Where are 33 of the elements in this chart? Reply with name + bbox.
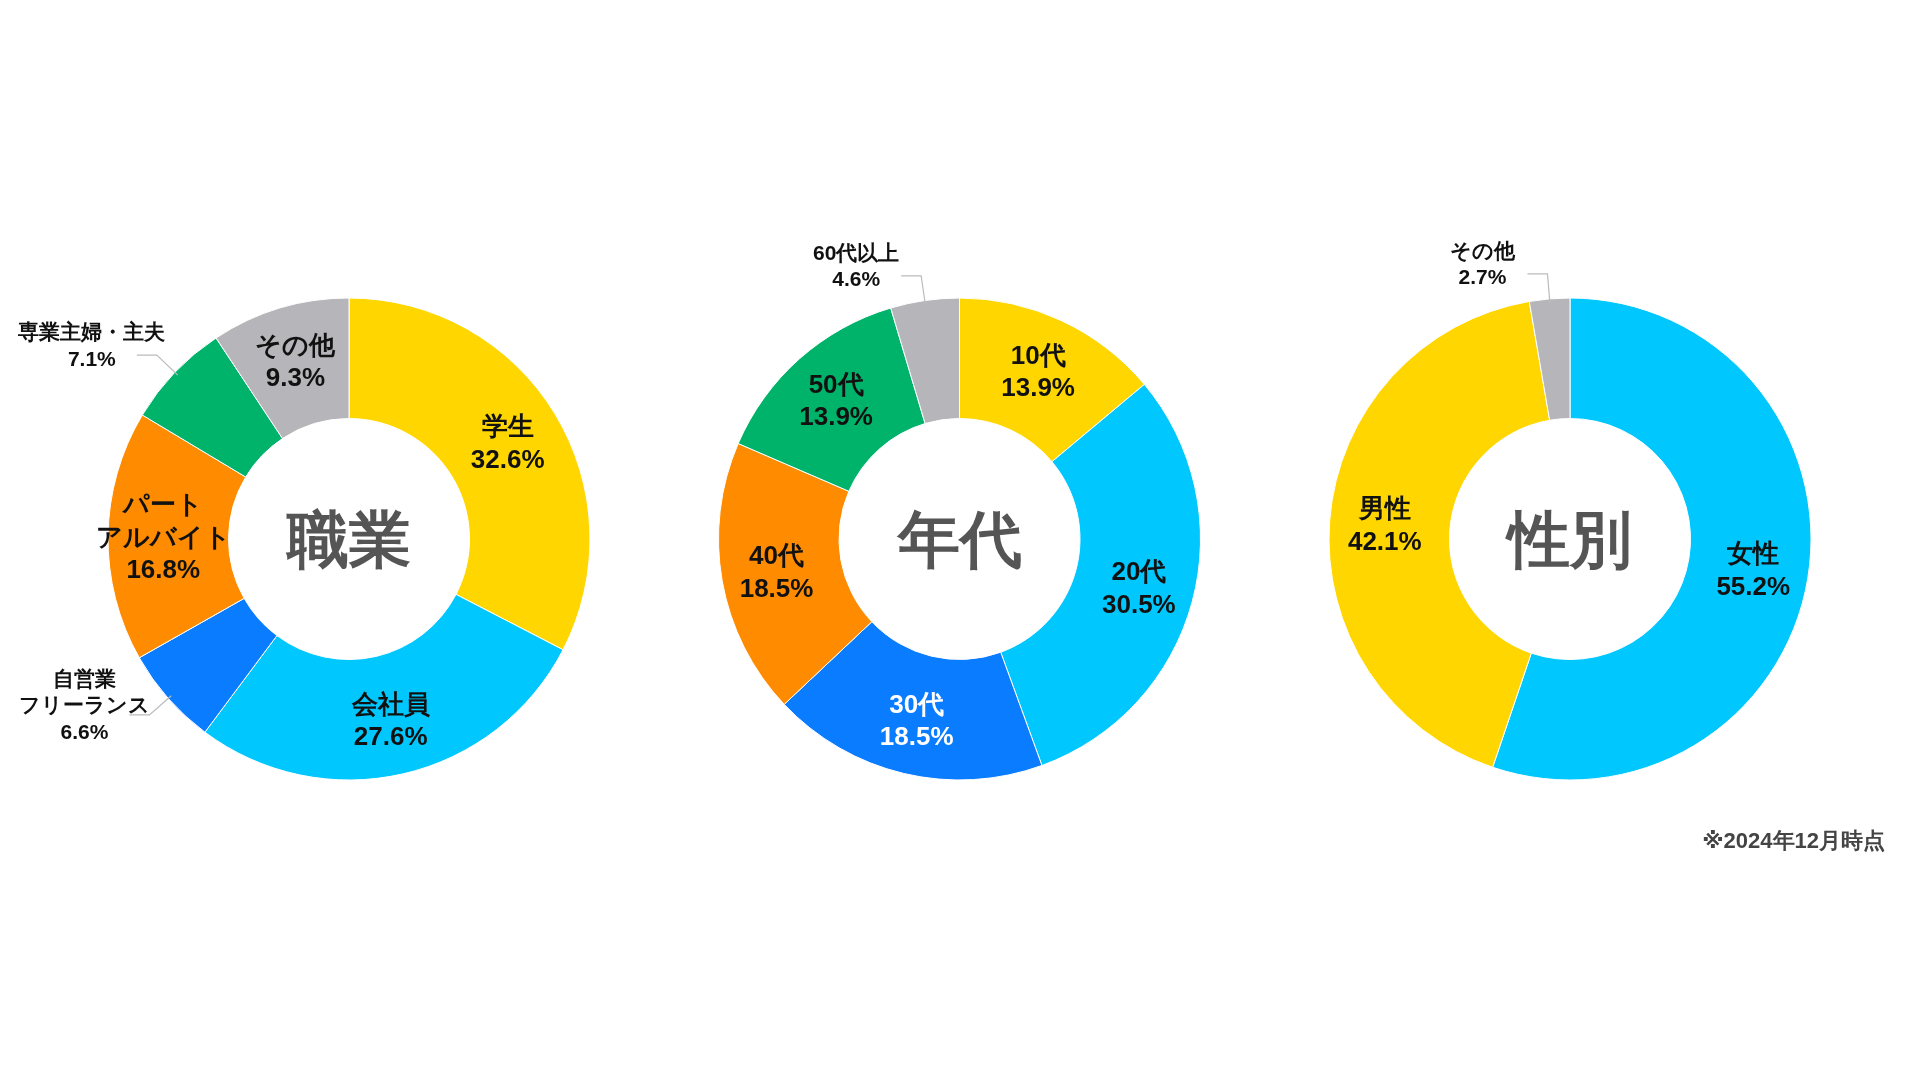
slice-label: その他 [255,329,337,360]
slice-label: 10代 [1010,339,1066,370]
slice-label: 50代 [808,368,864,399]
slice-label: 学生 [481,411,534,442]
data-label: 4.6% [832,267,881,291]
data-label: 13.9% [1001,372,1075,403]
data-label: 13.9% [799,401,873,432]
slice-label: その他 [1449,239,1516,263]
data-label: 7.1% [67,346,117,370]
data-label: 6.6% [60,719,109,743]
slice-label: 30代 [889,688,945,719]
slice-label: 会社員 [350,688,430,719]
data-label: 32.6% [470,443,545,474]
data-label: 18.5% [879,721,954,752]
data-label: 30.5% [1102,588,1176,619]
data-label: 2.7% [1458,265,1507,289]
slice-label: 40代 [749,540,805,571]
data-label: 16.8% [126,554,201,585]
slice-label: 20代 [1111,556,1167,587]
data-label: 18.5% [739,572,814,603]
data-label: 27.6% [353,721,428,752]
data-label: 55.2% [1716,570,1791,601]
slice-label: 60代以上 [812,241,900,264]
slice-label: 自営業フリーランス [18,667,150,717]
data-label: 9.3% [265,362,326,393]
slice-label: 専業主婦・主夫 [17,320,166,344]
text: 性別 [1505,505,1632,574]
slice-label: 男性 [1357,493,1411,524]
text: ※2024年12月時点 [1702,828,1885,853]
slice-label: 女性 [1726,538,1780,569]
data-label: 42.1% [1347,525,1422,556]
text: 年代 [895,505,1022,574]
text: 職業 [285,505,411,574]
